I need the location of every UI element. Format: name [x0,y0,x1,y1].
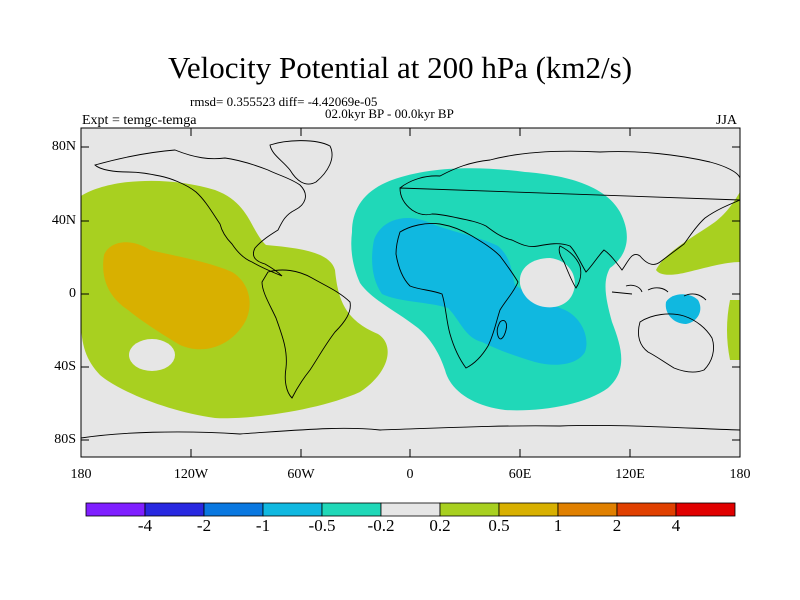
colorbar-label: 2 [612,516,622,535]
maritime-negative-patch [665,294,701,324]
lon-label-180e: 180 [729,467,751,482]
colorbar-label: -2 [196,516,212,535]
indian-ocean-neutral-hole [519,258,575,308]
colorbar-swatch [203,502,264,517]
colorbar-label: -0.5 [308,516,336,535]
south-america-coast [261,269,351,399]
colorbar-swatch [557,502,618,517]
eurasia-coast [399,150,740,273]
north-america-coast [94,149,306,277]
stats-line: rmsd= 0.355523 diff= -4.42069e-05 [190,94,378,109]
colorbar [85,502,736,517]
pacific-positive-core [103,242,250,350]
lon-label-120w: 120W [173,467,209,482]
lat-label-40s: 40S [54,359,76,374]
pacific-neutral-hole [129,339,175,371]
colorbar-label: 0.2 [429,516,451,535]
west-pacific-positive-region [656,192,740,275]
india-coast [558,245,582,289]
colorbar-swatch [144,502,205,517]
lat-label-0: 0 [69,286,76,301]
madagascar-coast [496,319,507,340]
period-label: 02.0kyr BP - 00.0kyr BP [325,106,454,121]
coastlines [81,140,740,439]
lat-label-80s: 80S [54,432,76,447]
greenland-coast [269,140,333,185]
colorbar-swatch [262,502,323,517]
lon-label-60w: 60W [287,467,315,482]
axis-ticks [81,128,740,457]
colorbar-swatch [498,502,559,517]
indonesia-coast [611,284,707,301]
colorbar-label: -4 [137,516,153,535]
colorbar-swatch [616,502,677,517]
chart-title: Velocity Potential at 200 hPa (km2/s) [167,50,633,85]
colorbar-swatch [439,502,500,517]
colorbar-label: 0.5 [488,516,510,535]
lat-label-80n: 80N [51,139,76,154]
colorbar-swatch [85,502,146,517]
lon-label-120e: 120E [615,467,645,482]
australia-coast [637,313,715,373]
colorbar-swatch [321,502,382,517]
experiment-label: Expt = temgc-temga [82,113,197,128]
lon-label-0: 0 [406,467,414,482]
season-label: JJA [716,113,738,128]
lon-label-60e: 60E [508,467,532,482]
africa-negative-core [372,218,587,365]
colorbar-label: 1 [553,516,563,535]
colorbar-swatch [675,502,736,517]
southwest-pacific-positive-region [727,300,740,360]
colorbar-label: -0.2 [367,516,395,535]
africa-coast [395,223,519,369]
lon-label-180w: 180 [70,467,92,482]
antarctica-coast [81,425,740,439]
colorbar-label: 4 [671,516,681,535]
colorbar-swatch [380,502,441,517]
lat-label-40n: 40N [51,213,76,228]
colorbar-label: -1 [255,516,271,535]
